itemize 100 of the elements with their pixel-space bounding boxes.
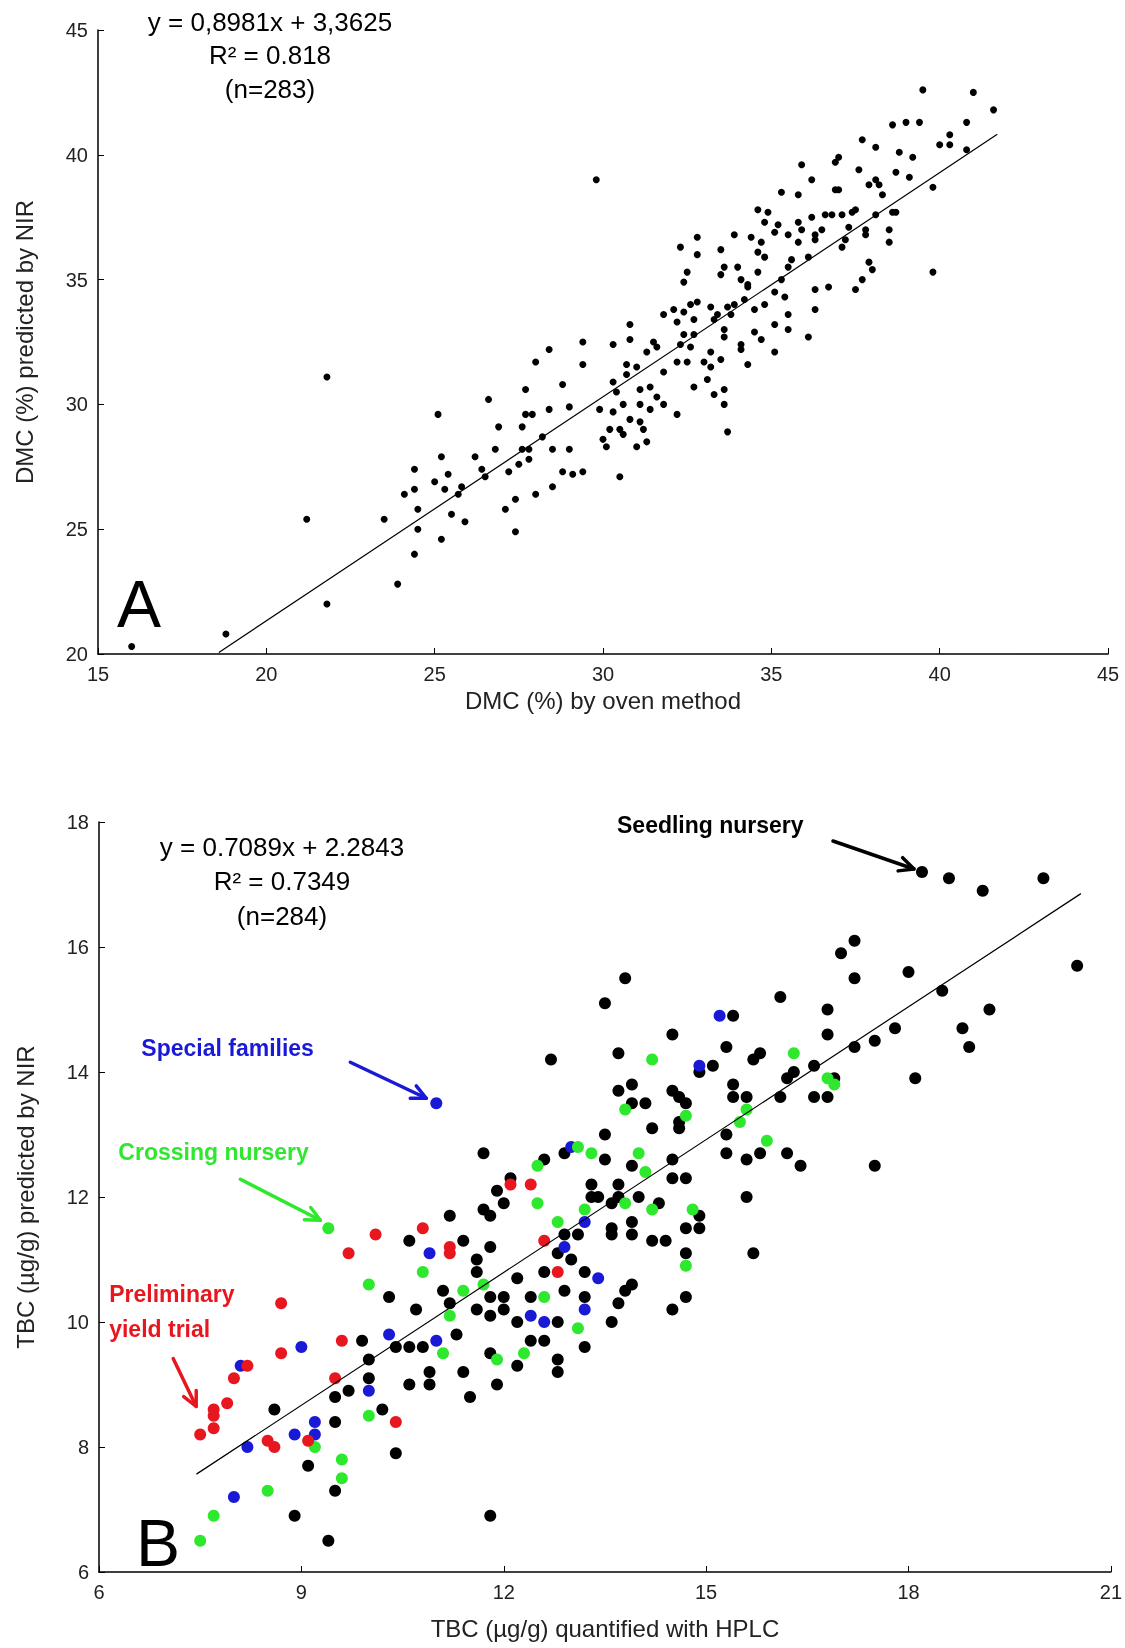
point <box>565 445 573 453</box>
point <box>515 460 523 468</box>
point <box>207 1422 220 1435</box>
x-tick-label: 12 <box>492 1581 515 1603</box>
point <box>380 515 388 523</box>
point <box>686 1203 699 1216</box>
series-label: Preliminary yield trial <box>109 1281 241 1342</box>
point <box>532 490 540 498</box>
x-tick-label: 15 <box>695 1581 718 1603</box>
x-tick-label: 45 <box>1096 663 1120 685</box>
point <box>430 1097 443 1110</box>
point <box>559 380 567 388</box>
point <box>559 468 567 476</box>
point <box>241 1359 254 1372</box>
point <box>335 1334 348 1347</box>
point <box>335 1472 348 1485</box>
y-axis-title: DMC (%) predicted by NIR <box>10 199 38 485</box>
point <box>619 1197 632 1210</box>
point <box>275 1347 288 1360</box>
point <box>639 1166 652 1178</box>
point <box>322 1222 335 1235</box>
point <box>592 1272 605 1285</box>
point <box>646 1203 659 1216</box>
point <box>679 1109 692 1122</box>
point <box>549 445 556 453</box>
point <box>302 1434 315 1447</box>
point <box>362 1384 375 1397</box>
point <box>194 1534 207 1547</box>
point <box>491 445 499 453</box>
point <box>400 490 408 498</box>
x-tick-label: 18 <box>897 1581 920 1603</box>
point <box>491 1353 503 1366</box>
point <box>383 1328 396 1341</box>
point <box>288 1428 301 1441</box>
point <box>423 1247 436 1260</box>
point <box>369 1228 382 1241</box>
point <box>760 1134 773 1147</box>
point <box>511 528 519 536</box>
point <box>128 643 136 651</box>
y-tick-label: 30 <box>65 393 88 416</box>
point <box>551 1216 564 1228</box>
point <box>525 455 533 463</box>
text: Seedling nursery <box>616 812 804 838</box>
point <box>241 1441 254 1453</box>
point <box>437 453 445 461</box>
y-tick-label: 6 <box>77 1561 89 1583</box>
point <box>478 465 486 473</box>
x-tick-label: 15 <box>86 663 110 685</box>
point <box>275 1297 288 1310</box>
point <box>394 580 402 588</box>
y-tick-label: 45 <box>65 19 88 41</box>
x-tick-label: 35 <box>760 663 783 685</box>
point <box>538 1234 551 1247</box>
point <box>416 1222 429 1235</box>
point <box>549 483 556 491</box>
point <box>207 1509 220 1522</box>
point <box>227 1372 240 1385</box>
x-axis-title: TBC (µg/g) quantified with HPLC <box>430 1614 780 1642</box>
annotation: A <box>116 567 162 641</box>
point <box>342 1247 355 1260</box>
point <box>410 465 418 473</box>
annotation: y = 0,8981x + 3,3625 <box>147 7 393 37</box>
point <box>578 1203 591 1216</box>
point <box>693 1059 706 1072</box>
point <box>531 1197 544 1210</box>
point <box>389 1416 402 1428</box>
point <box>545 405 553 413</box>
point <box>268 1441 281 1453</box>
point <box>485 395 493 403</box>
point <box>335 1453 348 1466</box>
point <box>585 1147 598 1160</box>
point <box>414 505 422 513</box>
x-tick-label: 40 <box>928 663 951 685</box>
y-tick-label: 25 <box>65 518 88 541</box>
point <box>448 510 455 518</box>
point <box>787 1047 800 1060</box>
y-tick-label: 14 <box>66 1061 89 1083</box>
text: Special families <box>141 1035 314 1062</box>
y-axis-title: TBC (µg/g) predicted by NIR <box>11 1045 39 1349</box>
point <box>437 1347 450 1360</box>
point <box>551 1266 564 1278</box>
point <box>194 1428 207 1441</box>
annotation: (n=283) <box>224 74 316 104</box>
point <box>437 535 445 543</box>
point <box>619 1103 632 1116</box>
point <box>495 423 503 431</box>
point <box>461 518 469 526</box>
point <box>410 485 418 493</box>
point <box>518 423 526 431</box>
point <box>565 403 573 411</box>
annotation: (n=284) <box>236 901 328 931</box>
point <box>410 550 418 558</box>
point <box>443 1309 456 1322</box>
y-tick-label: 18 <box>66 811 89 833</box>
y-tick-label: 10 <box>66 1311 89 1333</box>
point <box>504 1178 517 1191</box>
point <box>522 410 530 418</box>
annotation: R² = 0.7349 <box>213 866 351 896</box>
point <box>579 360 587 368</box>
point <box>457 1284 470 1297</box>
